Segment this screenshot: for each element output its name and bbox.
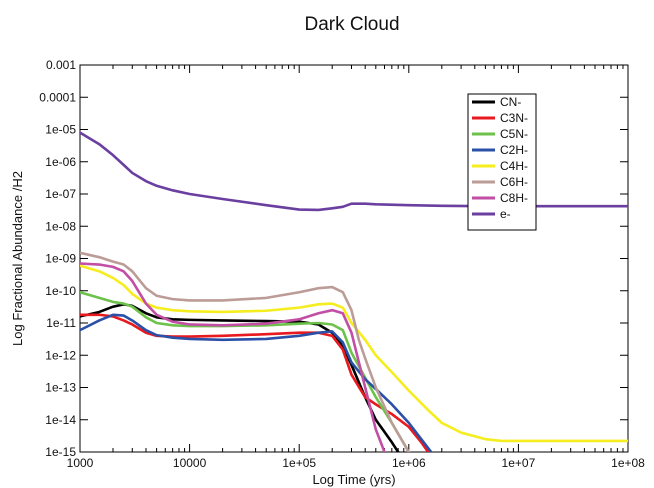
y-tick-label: 1e-14: [45, 413, 76, 427]
x-tick-label: 1000: [67, 456, 94, 470]
y-axis-title: Log Fractional Abundance /H2: [10, 171, 25, 346]
x-tick-label: 1e+05: [282, 456, 316, 470]
axis-ticks: 1000 10000 1e+05 1e+06 1e+07 1e+08 1e-15 1e-14 1…: [39, 58, 645, 470]
x-tick-label: 10000: [173, 456, 207, 470]
series-lines: [80, 131, 628, 452]
legend-label: C4H-: [500, 159, 528, 173]
series-line-C2H-: [80, 313, 433, 452]
x-tick-label: 1e+07: [502, 456, 536, 470]
legend-label: C2H-: [500, 143, 528, 157]
y-tick-label: 1e-15: [45, 445, 76, 459]
y-tick-label: 1e-11: [46, 316, 76, 330]
legend-label: C5N-: [500, 127, 528, 141]
y-tick-label: 1e-09: [45, 252, 76, 266]
legend: CN- C3N- C5N- C2H- C4H- C6H- C8H-e-: [467, 93, 537, 231]
series-line-C6H-: [80, 251, 411, 452]
series-line-C8H-: [80, 262, 386, 452]
y-tick-label: 1e-05: [45, 123, 76, 137]
y-tick-label: 1e-13: [45, 381, 76, 395]
plot-area: [79, 64, 629, 453]
legend-label: C8H-: [500, 191, 528, 205]
x-tick-label: 1e+08: [611, 456, 645, 470]
legend-label: e-: [500, 207, 511, 221]
x-axis-title: Log Time (yrs): [312, 472, 395, 487]
legend-label: CN-: [500, 95, 521, 109]
legend-label: C3N-: [500, 111, 528, 125]
y-tick-label: 0.001: [46, 58, 76, 72]
plot-frame: [79, 64, 629, 453]
y-tick-label: 1e-10: [45, 284, 76, 298]
y-tick-label: 1e-12: [45, 348, 76, 362]
chart-title: Dark Cloud: [304, 14, 399, 35]
series-line-e-: [80, 131, 628, 212]
legend-label: C6H-: [500, 175, 528, 189]
series-line-C4H-: [80, 264, 628, 443]
y-tick-label: 1e-06: [45, 155, 76, 169]
x-tick-label: 1e+06: [392, 456, 426, 470]
y-tick-label: 0.0001: [39, 90, 76, 104]
y-tick-label: 1e-08: [45, 219, 76, 233]
y-tick-label: 1e-07: [45, 187, 76, 201]
